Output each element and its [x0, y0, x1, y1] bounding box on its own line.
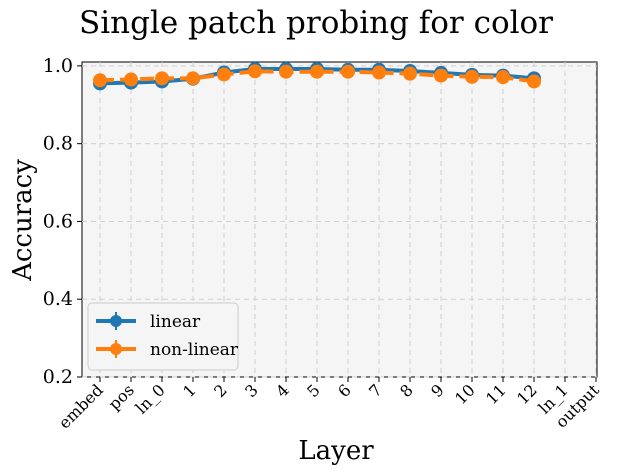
x-tick-label: 10: [451, 380, 479, 408]
data-point: [403, 66, 417, 81]
legend-label-non-linear: non-linear: [150, 340, 239, 360]
grid: [82, 62, 597, 378]
x-tick-label: 5: [303, 380, 324, 401]
x-tick-label: ln_0: [132, 380, 169, 417]
data-point: [341, 64, 355, 79]
y-tick-label: 0.4: [43, 288, 73, 310]
legend-marker-non-linear: [110, 343, 122, 355]
data-point: [248, 64, 262, 79]
y-axis-ticks: 0.2 0.4 0.6 0.8 1.0: [43, 55, 82, 388]
legend-marker-linear: [110, 315, 122, 327]
series-line: [99, 69, 535, 84]
data-point: [372, 65, 386, 80]
y-tick-label: 1.0: [43, 55, 73, 77]
x-tick-label: 4: [272, 380, 293, 401]
x-tick-label: 3: [241, 380, 262, 401]
legend: linear non-linear: [87, 302, 239, 371]
x-tick-label: 8: [396, 380, 417, 401]
data-point: [434, 68, 448, 83]
y-tick-label: 0.8: [43, 133, 73, 155]
data-point: [124, 72, 138, 87]
x-tick-label: pos: [105, 380, 138, 413]
x-tick-label: 1: [179, 380, 200, 401]
x-tick-label: 7: [365, 380, 386, 401]
series-group: [93, 62, 541, 91]
y-tick-label: 0.2: [43, 366, 73, 388]
data-point: [93, 73, 107, 88]
x-tick-label: 2: [210, 380, 231, 401]
data-point: [217, 67, 231, 82]
data-point: [279, 64, 293, 79]
data-point: [527, 74, 541, 89]
y-tick-label: 0.6: [43, 210, 73, 232]
x-tick-label: 6: [334, 380, 355, 401]
x-tick-label: 11: [482, 380, 510, 408]
x-axis-label: Layer: [298, 436, 374, 466]
data-point: [465, 69, 479, 84]
x-tick-label: 9: [427, 380, 448, 401]
chart-title: Single patch probing for color: [79, 5, 553, 41]
data-point: [310, 64, 324, 79]
y-axis-label: Accuracy: [8, 159, 38, 282]
series-non-linear: [93, 64, 541, 89]
x-tick-label: embed: [55, 380, 107, 432]
data-point: [155, 71, 169, 86]
legend-label-linear: linear: [150, 312, 201, 332]
data-point: [186, 71, 200, 86]
data-point: [496, 70, 510, 85]
